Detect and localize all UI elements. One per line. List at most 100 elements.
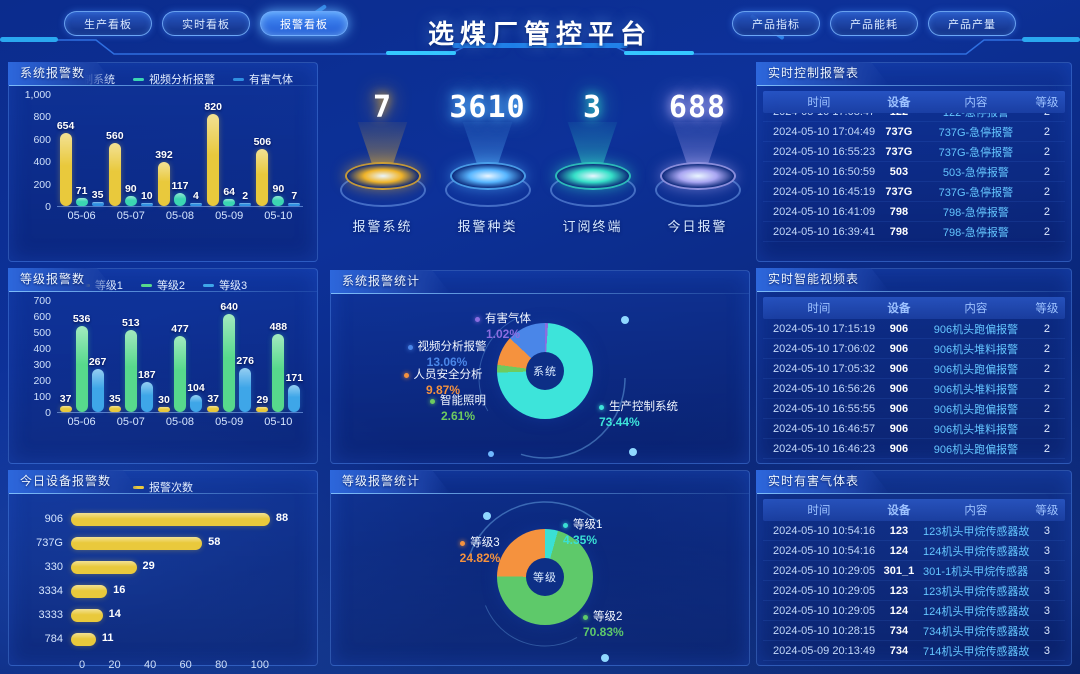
legend-dot-icon	[407, 345, 413, 350]
y-axis-tick: 800	[33, 111, 51, 124]
panel-title-device-alarm-count: 今日设备报警数	[8, 470, 141, 493]
nav-button-realtime-board[interactable]: 实时看板	[162, 11, 250, 36]
bar-value-label: 171	[285, 371, 304, 384]
hbar-track: 11	[71, 632, 297, 646]
table-cell: 2024-05-10 16:46:23	[773, 442, 875, 455]
x-axis-tick: 05-06	[67, 416, 96, 428]
bar: 267	[88, 301, 107, 412]
bar-rect	[256, 149, 269, 206]
donut-slice-percent: 2.61%	[440, 409, 476, 423]
bar-rect	[223, 314, 236, 412]
hbar-track: 58	[71, 536, 297, 550]
hbar-rect	[71, 608, 103, 622]
hbar-category-label: 784	[44, 633, 63, 645]
donut-slice-percent: 73.44%	[599, 415, 640, 429]
level-alarm-bar-chart: 等级1等级2等级30100200300400500600700375362673…	[9, 269, 317, 463]
legend-dot-icon	[403, 373, 409, 378]
legend-marker-icon	[133, 485, 144, 489]
table-cell: 714机头甲烷传感器故障	[923, 645, 1029, 658]
table-row: 2024-05-10 16:50:59 503 503-急停报警 2	[763, 162, 1065, 182]
bar-rect	[272, 195, 285, 206]
bar: 64	[223, 95, 236, 206]
bar-value-label: 267	[88, 356, 107, 369]
legend-dot-icon	[475, 317, 480, 322]
legend-marker-icon	[133, 77, 144, 81]
table-header-cell: 时间	[807, 505, 831, 517]
table-header-cell: 内容	[964, 505, 988, 517]
donut-slice-name: 人员安全分析	[387, 368, 499, 383]
table-cell: 124机头甲烷传感器故障	[923, 605, 1029, 618]
table-row: 2024-05-10 16:46:57 906 906机头堆料报警 2	[763, 419, 1065, 439]
nav-button-product-index[interactable]: 产品指标	[732, 11, 820, 36]
system-alarm-donut-chart: 系统 有害气体 1.02% 视频分析报警 13.06% 人员安全分析 9.87% 智能照明 2.…	[331, 294, 749, 463]
table-cell: 737G-急停报警	[938, 126, 1014, 139]
table-cell: 2024-05-10 16:50:59	[773, 165, 875, 178]
table-header-cell: 等级	[1035, 303, 1059, 315]
header: 选煤厂管控平台 生产看板 实时看板 报警看板 产品指标 产品能耗 产品产量	[0, 0, 1080, 56]
bar-value-label: 536	[72, 313, 91, 326]
nav-button-alarm-board[interactable]: 报警看板	[260, 11, 348, 36]
legend-item[interactable]: 视频分析报警	[133, 71, 215, 87]
table-cell: 798-急停报警	[942, 206, 1009, 219]
table-cell: 124	[889, 544, 909, 557]
hbar-category-label: 3333	[38, 609, 63, 621]
table-cell: 2024-05-10 10:29:05	[773, 604, 875, 617]
y-axis-tick: 400	[33, 343, 51, 355]
y-axis-tick: 300	[33, 359, 51, 371]
table-cell: 906机头堆料报警	[933, 383, 1019, 396]
table-cell: 906	[889, 422, 909, 435]
table-header-cell: 设备	[887, 303, 911, 315]
table-cell: 798-急停报警	[942, 226, 1009, 239]
table-cell: 122	[875, 113, 923, 118]
donut-slice-name: 智能照明	[413, 394, 503, 409]
kpi-light-beam	[672, 122, 723, 164]
bar-rect	[207, 406, 220, 412]
donut-slice-label: 有害气体 1.02%	[465, 312, 541, 342]
bar: 71	[75, 95, 88, 206]
bar-rect	[189, 395, 202, 412]
donut-slice-label: 生产控制系统 73.44%	[599, 400, 719, 430]
table-cell: 906	[889, 362, 909, 375]
table-row: 2024-05-10 16:45:19 737G 737G-急停报警 2	[763, 182, 1065, 202]
bar: 30	[157, 301, 170, 412]
device-alarm-hbar-chart: 报警次数 906 88 737G 58 330 29 3334 16 3333 14 784 11 0 20…	[9, 471, 317, 671]
nav-button-production-board[interactable]: 生产看板	[64, 11, 152, 36]
bar-rect	[108, 143, 121, 206]
table-cell: 737G	[885, 185, 913, 198]
table-cell: 2	[1043, 422, 1050, 435]
bar-rect	[124, 195, 137, 206]
legend-dot-icon	[460, 541, 466, 546]
table-cell: 3	[1043, 524, 1050, 537]
table-cell: 122-急停报警	[923, 113, 1029, 120]
bar-value-label: 29	[256, 394, 269, 407]
nav-button-product-output[interactable]: 产品产量	[928, 11, 1016, 36]
bar-value-label: 64	[223, 185, 235, 198]
bar: 117	[172, 95, 188, 206]
donut-slice-percent: 24.82%	[459, 551, 501, 565]
legend-item[interactable]: 有害气体	[233, 71, 293, 87]
table-cell: 123	[889, 584, 909, 597]
x-axis-tick: 0	[79, 659, 86, 671]
legend-marker-icon	[233, 77, 244, 81]
bar-value-label: 187	[138, 369, 156, 382]
table-row: 2024-05-10 16:41:09 798 798-急停报警 2	[763, 202, 1065, 222]
legend-item[interactable]: 等级3	[203, 277, 247, 293]
nav-button-product-energy[interactable]: 产品能耗	[830, 11, 918, 36]
bar-value-label: 35	[91, 189, 104, 202]
bar: 560	[106, 95, 124, 206]
kpi-light-beam	[357, 122, 408, 164]
legend-item[interactable]: 等级2	[140, 277, 185, 293]
table-cell: 3	[1043, 544, 1050, 557]
table-header-cell: 时间	[807, 303, 831, 315]
bar: 506	[254, 95, 271, 206]
kpi-label: 报警种类	[457, 219, 518, 234]
legend-item[interactable]: 报警次数	[133, 479, 193, 495]
bar-rect	[173, 335, 186, 412]
bar-group: 29 488 171	[256, 301, 303, 412]
donut-slice-name: 等级2	[583, 610, 673, 625]
table-cell: 2024-05-10 10:54:16	[773, 544, 875, 557]
table-cell: 124	[889, 604, 909, 617]
donut-center-label: 等级	[526, 558, 564, 596]
